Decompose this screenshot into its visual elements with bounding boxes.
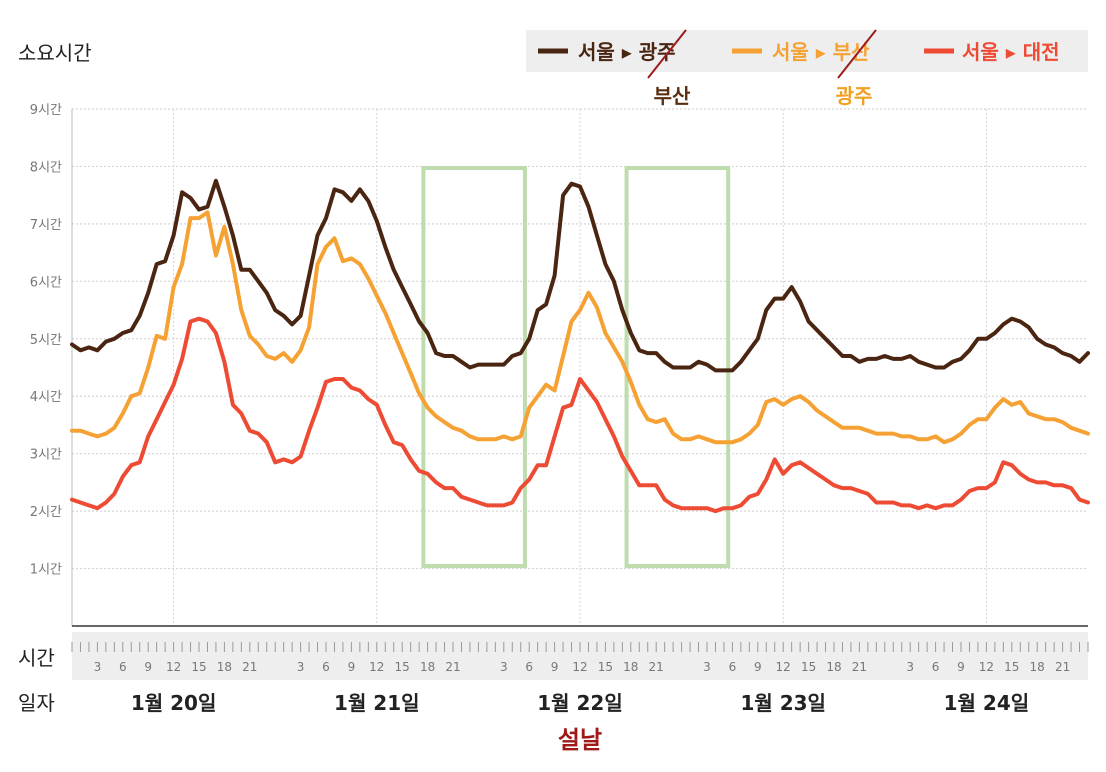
hour-tick-label: 6 — [729, 660, 737, 674]
hour-tick-label: 12 — [166, 660, 181, 674]
hour-tick-label: 15 — [191, 660, 206, 674]
date-label: 1월 22일 — [537, 691, 623, 715]
legend-strike-seoul-busan — [837, 29, 877, 79]
legend-label-seoul-gwangju: 서울 ▸ 광주 — [578, 40, 676, 64]
hour-tick-label: 6 — [525, 660, 533, 674]
hour-tick-label: 15 — [1004, 660, 1019, 674]
legend-item-seoul-daejeon: 서울 ▸ 대전 — [924, 40, 1060, 64]
series-line-seoul_daejeon — [70, 316, 1090, 514]
y-tick-label: 6시간 — [30, 275, 62, 290]
grid — [71, 108, 1088, 626]
series-line-seoul_busan — [70, 210, 1090, 445]
hour-tick-label: 12 — [369, 660, 384, 674]
y-tick-label: 2시간 — [30, 505, 62, 520]
hour-tick-label: 21 — [1055, 660, 1070, 674]
y-tick-label: 3시간 — [30, 448, 62, 463]
hour-tick-label: 3 — [500, 660, 508, 674]
series-lines — [70, 178, 1090, 514]
date-row-label: 일자 — [18, 691, 55, 715]
hour-tick-label: 6 — [322, 660, 330, 674]
y-tick-label: 9시간 — [30, 103, 62, 118]
date-label: 1월 20일 — [131, 691, 217, 715]
hour-tick-label: 9 — [348, 660, 356, 674]
legend-label-seoul-daejeon: 서울 ▸ 대전 — [962, 40, 1060, 64]
series-line-seoul_gwangju — [70, 178, 1090, 373]
legend-strike-seoul-gwangju — [647, 29, 687, 79]
hour-tick-label: 3 — [906, 660, 914, 674]
date-label: 1월 23일 — [740, 691, 826, 715]
date-label: 1월 24일 — [944, 691, 1030, 715]
date-labels: 1월 20일 1월 21일 1월 22일 1월 23일 1월 24일 — [131, 691, 1029, 715]
hour-tick-label: 3 — [297, 660, 305, 674]
y-axis-ticks: 1시간 2시간 3시간 4시간 5시간 6시간 7시간 8시간 9시간 — [30, 103, 62, 578]
hour-tick-label: 12 — [572, 660, 587, 674]
date-label: 1월 21일 — [334, 691, 420, 715]
legend-correction-seoul-gwangju: 부산 — [654, 84, 691, 108]
legend-label-seoul-busan: 서울 ▸ 부산 — [772, 40, 870, 64]
legend: 서울 ▸ 광주 부산 서울 ▸ 부산 광주 서울 ▸ 대전 — [526, 29, 1088, 108]
y-tick-label: 4시간 — [30, 390, 62, 405]
hour-tick-label: 12 — [776, 660, 791, 674]
hour-ruler-background — [72, 632, 1088, 680]
hour-tick-label: 21 — [445, 660, 460, 674]
hour-tick-label: 15 — [598, 660, 613, 674]
y-tick-label: 5시간 — [30, 333, 62, 348]
hour-tick-label: 6 — [119, 660, 127, 674]
y-tick-label: 8시간 — [30, 160, 62, 175]
hour-tick-label: 18 — [217, 660, 232, 674]
hour-tick-label: 3 — [703, 660, 711, 674]
hour-tick-label: 6 — [932, 660, 940, 674]
hour-tick-label: 18 — [1030, 660, 1045, 674]
y-tick-label: 7시간 — [30, 218, 62, 233]
legend-item-seoul-gwangju: 서울 ▸ 광주 부산 — [538, 29, 691, 108]
hour-tick-label: 21 — [242, 660, 257, 674]
hour-tick-label: 21 — [649, 660, 664, 674]
chart-title: 소요시간 — [18, 41, 92, 65]
y-tick-label: 1시간 — [30, 563, 62, 578]
hour-tick-label: 9 — [957, 660, 965, 674]
hour-tick-label: 9 — [551, 660, 559, 674]
hour-tick-label: 21 — [852, 660, 867, 674]
hour-tick-label: 18 — [623, 660, 638, 674]
hour-tick-label: 18 — [420, 660, 435, 674]
legend-background — [526, 30, 1088, 72]
hour-tick-label: 18 — [826, 660, 841, 674]
holiday-label: 설날 — [558, 726, 602, 754]
hour-tick-label: 15 — [395, 660, 410, 674]
legend-item-seoul-busan: 서울 ▸ 부산 광주 — [732, 29, 877, 108]
hour-tick-label: 12 — [979, 660, 994, 674]
hour-tick-label: 9 — [144, 660, 152, 674]
legend-correction-seoul-busan: 광주 — [836, 84, 873, 108]
highlight-box-1 — [421, 166, 527, 568]
hour-ruler: 3 6 9 12 15 18 21 3 6 9 12 15 18 21 3 6 9 12 15 18 21 3 6 9 12 15… — [71, 642, 1089, 674]
hour-tick-label: 15 — [801, 660, 816, 674]
hour-tick-label: 3 — [94, 660, 102, 674]
hour-row-label: 시간 — [18, 646, 55, 670]
hour-tick-label: 9 — [754, 660, 762, 674]
